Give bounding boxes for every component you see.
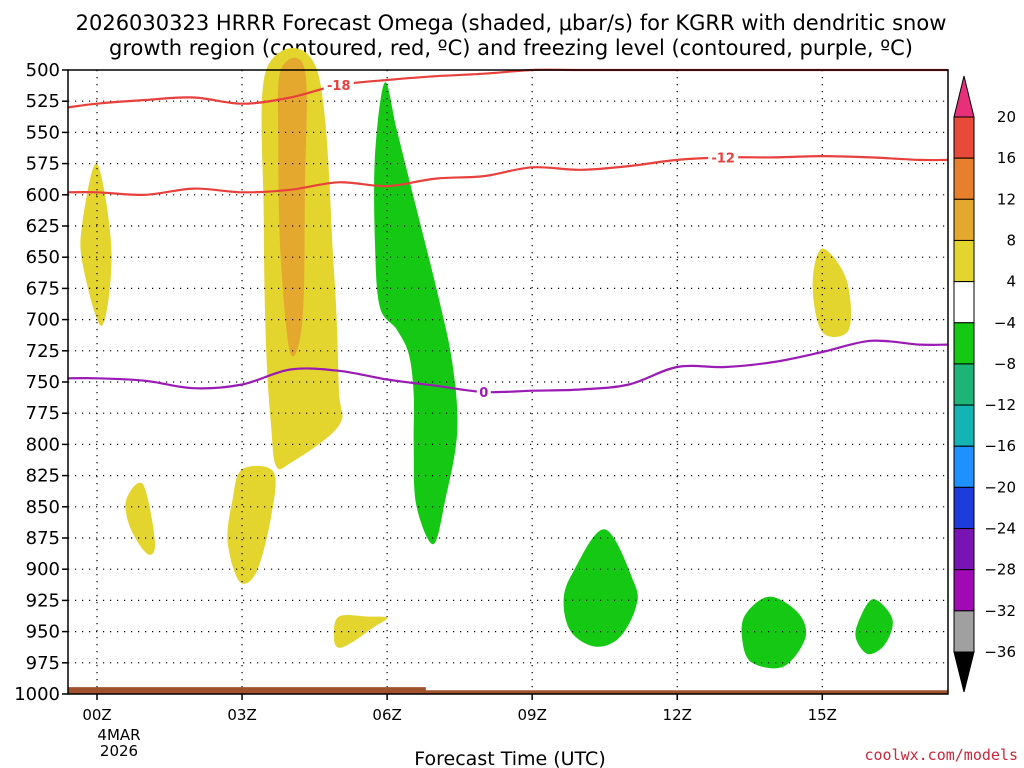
x-tick-label-12Z: 12Z bbox=[663, 706, 692, 724]
y-tick-label-575: 575 bbox=[26, 154, 60, 175]
colorbar-box-12 bbox=[953, 610, 975, 653]
y-tick-label-700: 700 bbox=[26, 310, 60, 331]
y-tick-label-725: 725 bbox=[26, 341, 60, 362]
y-tick-label-850: 850 bbox=[26, 497, 60, 518]
colorbar-box-9 bbox=[953, 486, 975, 530]
omega-region-8 bbox=[563, 529, 638, 647]
y-tick-label-900: 900 bbox=[26, 559, 60, 580]
colorbar-label-6: −8 bbox=[994, 355, 1016, 373]
date-label-month: 4MAR bbox=[97, 726, 140, 744]
colorbar-box-3 bbox=[953, 239, 975, 283]
plot-background bbox=[68, 70, 948, 694]
watermark: coolwx.com/models bbox=[864, 746, 1018, 764]
colorbar-label-3: 8 bbox=[1006, 231, 1016, 249]
omega-region-10 bbox=[855, 599, 893, 655]
contour-label-0: 0 bbox=[479, 386, 488, 401]
x-tick-label-03Z: 03Z bbox=[227, 706, 256, 724]
y-tick-label-1000: 1000 bbox=[14, 684, 60, 705]
x-tick-label-00Z: 00Z bbox=[82, 706, 111, 724]
omega-region-6 bbox=[812, 248, 852, 338]
y-tick-label-875: 875 bbox=[26, 528, 60, 549]
omega-region-7 bbox=[374, 82, 458, 545]
y-tick-label-800: 800 bbox=[26, 434, 60, 455]
ground-fill bbox=[68, 690, 948, 694]
omega-region-3 bbox=[125, 482, 156, 555]
colorbar-label-11: −28 bbox=[984, 561, 1016, 579]
y-tick-label-750: 750 bbox=[26, 372, 60, 393]
chart-title-line-1: 2026030323 HRRR Forecast Omega (shaded, … bbox=[76, 11, 947, 35]
omega-region-5 bbox=[333, 614, 388, 648]
plot-area: -18 -12 0 bbox=[67, 48, 949, 695]
date-label-year: 2026 bbox=[100, 742, 138, 760]
colorbar-label-8: −16 bbox=[984, 437, 1016, 455]
time-axis: 00Z 03Z 06Z 09Z 12Z 15Z bbox=[82, 694, 837, 724]
x-axis-label: Forecast Time (UTC) bbox=[414, 748, 605, 768]
contour-label-bg-0 bbox=[476, 384, 491, 399]
colorbar-box-8 bbox=[953, 445, 975, 488]
colorbar-label-9: −20 bbox=[984, 478, 1016, 496]
x-tick-label-15Z: 15Z bbox=[808, 706, 837, 724]
contour-line--12 bbox=[67, 154, 949, 196]
contour-label-bg--12 bbox=[708, 150, 739, 165]
colorbar-label-12: −32 bbox=[984, 602, 1016, 620]
y-tick-label-550: 550 bbox=[26, 122, 60, 143]
colorbar-label-5: −4 bbox=[994, 314, 1016, 332]
colorbar-box-1 bbox=[953, 157, 975, 200]
y-tick-label-600: 600 bbox=[26, 185, 60, 206]
x-tick-label-09Z: 09Z bbox=[517, 706, 546, 724]
colorbar-box-2 bbox=[953, 198, 975, 241]
colorbar-label-13: −36 bbox=[984, 643, 1016, 661]
ground-fill-step bbox=[68, 687, 426, 694]
colorbar: 20 16 12 8 4 −4 −8 −12 −16 −20 −24 −28 −32 −36 bbox=[953, 75, 1016, 693]
y-tick-label-925: 925 bbox=[26, 590, 60, 611]
colorbar-label-0: 20 bbox=[997, 108, 1016, 126]
y-tick-label-775: 775 bbox=[26, 403, 60, 424]
contour-line-0 bbox=[67, 339, 949, 394]
y-tick-label-650: 650 bbox=[26, 247, 60, 268]
colorbar-box-11 bbox=[953, 569, 975, 612]
colorbar-label-4: 4 bbox=[1006, 273, 1016, 291]
colorbar-label-10: −24 bbox=[984, 520, 1016, 538]
colorbar-box-5 bbox=[953, 322, 975, 365]
colorbar-box-6 bbox=[953, 363, 975, 406]
y-tick-label-675: 675 bbox=[26, 278, 60, 299]
contour-label--18: -18 bbox=[327, 79, 351, 94]
x-tick-label-06Z: 06Z bbox=[372, 706, 401, 724]
contour-label-bg--18 bbox=[323, 77, 354, 92]
colorbar-box-0 bbox=[953, 116, 975, 159]
colorbar-box-4 bbox=[953, 281, 975, 324]
colorbar-box-7 bbox=[953, 404, 975, 447]
colorbar-label-2: 12 bbox=[997, 190, 1016, 208]
omega-region-9 bbox=[741, 596, 807, 669]
omega-shading bbox=[80, 48, 893, 669]
y-tick-label-500: 500 bbox=[26, 60, 60, 81]
y-tick-label-950: 950 bbox=[26, 622, 60, 643]
colorbar-top-arrow bbox=[953, 75, 975, 118]
omega-region-4 bbox=[227, 465, 276, 584]
chart-title-line-2: growth region (contoured, red, ºC) and f… bbox=[109, 36, 913, 60]
colorbar-label-1: 16 bbox=[997, 149, 1016, 167]
y-tick-label-975: 975 bbox=[26, 653, 60, 674]
y-tick-label-825: 825 bbox=[26, 466, 60, 487]
colorbar-label-7: −12 bbox=[984, 396, 1016, 414]
ground-surface bbox=[68, 687, 948, 694]
y-tick-label-525: 525 bbox=[26, 91, 60, 112]
colorbar-bottom-arrow bbox=[953, 651, 975, 693]
y-tick-label-625: 625 bbox=[26, 216, 60, 237]
pressure-axis: 500 525 550 575 600 625 650 675 700 725 750 775 800 8… bbox=[14, 60, 68, 705]
omega-region-0 bbox=[80, 163, 112, 326]
contour-label--12: -12 bbox=[711, 151, 735, 166]
colorbar-box-10 bbox=[953, 528, 975, 571]
